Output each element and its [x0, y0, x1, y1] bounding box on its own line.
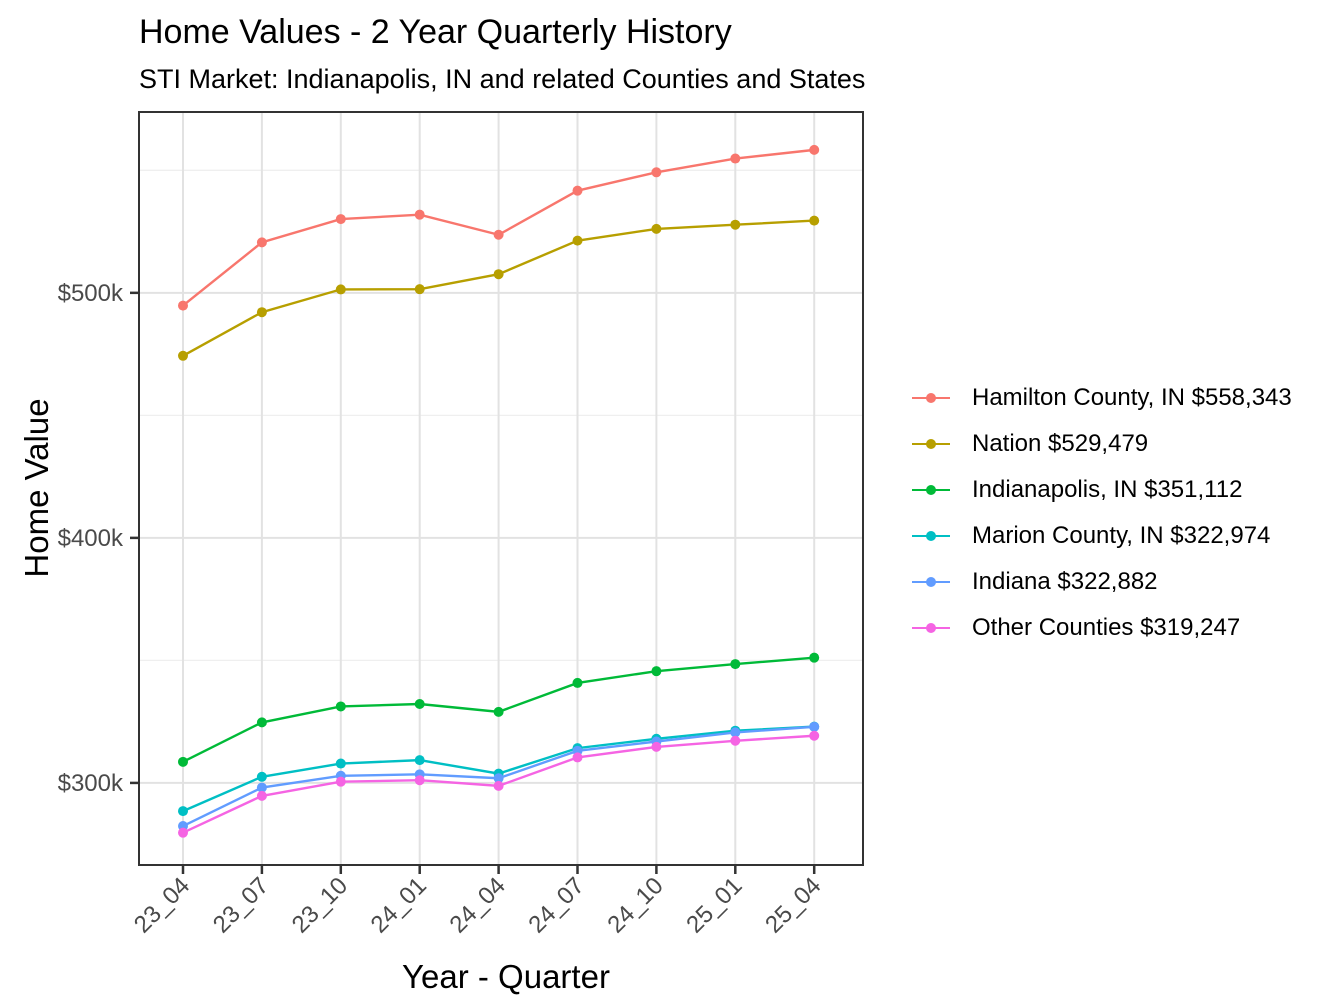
panel-border	[138, 111, 864, 866]
x-tick-label: 25_04	[760, 872, 826, 938]
series-point	[335, 758, 346, 769]
series-point	[493, 229, 504, 240]
legend-key-icon	[912, 437, 950, 451]
y-tick-label: $500k	[58, 280, 124, 307]
legend-key-icon	[912, 621, 950, 635]
series-point	[651, 167, 662, 178]
legend-item: Marion County, IN $322,974	[912, 513, 1292, 559]
x-tick-label: 25_01	[681, 872, 747, 938]
legend-label: Hamilton County, IN $558,343	[972, 384, 1292, 411]
y-tick-label: $400k	[58, 525, 124, 552]
series-point	[809, 144, 820, 155]
series-point	[335, 776, 346, 787]
series-point	[572, 677, 583, 688]
panel-background	[139, 112, 863, 865]
series-point	[809, 721, 820, 732]
series-point	[572, 235, 583, 246]
series-point	[809, 730, 820, 741]
x-tick-label: 24_10	[602, 872, 668, 938]
series-point	[730, 727, 741, 738]
x-tick-label: 23_07	[208, 872, 274, 938]
legend-key-icon	[912, 483, 950, 497]
series-point	[809, 215, 820, 226]
series-point	[809, 652, 820, 663]
x-axis-title: Year - Quarter	[402, 958, 610, 995]
series-point	[414, 699, 425, 710]
series-point	[335, 214, 346, 225]
x-tick-label: 23_04	[129, 872, 195, 938]
series-point	[651, 741, 662, 752]
legend-key-icon	[912, 391, 950, 405]
series-point	[178, 350, 188, 361]
series-point	[730, 659, 741, 670]
y-tick-label: $300k	[58, 770, 124, 797]
series-point	[256, 790, 267, 801]
x-tick-label: 24_07	[523, 872, 589, 938]
legend: Hamilton County, IN $558,343 Nation $529…	[912, 375, 1292, 651]
legend-item: Nation $529,479	[912, 421, 1292, 467]
legend-label: Indiana $322,882	[972, 568, 1158, 595]
series-point	[414, 284, 425, 295]
series-point	[256, 782, 267, 793]
series-point	[572, 752, 583, 763]
series-point	[335, 701, 346, 712]
series-point	[572, 185, 583, 196]
chart-title: Home Values - 2 Year Quarterly History	[139, 13, 732, 51]
legend-item: Other Counties $319,247	[912, 605, 1292, 651]
series-point	[178, 827, 188, 838]
series-point	[493, 269, 504, 280]
series-point	[493, 706, 504, 717]
series-point	[256, 771, 267, 782]
series-point	[256, 717, 267, 728]
series-point	[651, 666, 662, 677]
legend-key-icon	[912, 529, 950, 543]
series-point	[414, 775, 425, 786]
series-point	[256, 237, 267, 248]
series-point	[730, 153, 741, 164]
legend-key-icon	[912, 575, 950, 589]
legend-label: Nation $529,479	[972, 430, 1149, 457]
series-point	[256, 307, 267, 318]
series-point	[178, 756, 188, 767]
legend-label: Marion County, IN $322,974	[972, 522, 1271, 549]
legend-label: Indianapolis, IN $351,112	[972, 476, 1243, 503]
series-point	[493, 773, 504, 784]
series-point	[414, 755, 425, 766]
x-tick-label: 23_10	[287, 872, 353, 938]
legend-item: Hamilton County, IN $558,343	[912, 375, 1292, 421]
series-point	[493, 780, 504, 791]
series-point	[414, 209, 425, 220]
series-point	[730, 219, 741, 230]
x-tick-label: 24_01	[366, 872, 432, 938]
series-point	[178, 806, 188, 817]
legend-item: Indiana $322,882	[912, 559, 1292, 605]
series-point	[730, 735, 741, 746]
legend-label: Other Counties $319,247	[972, 614, 1241, 641]
chart-subtitle: STI Market: Indianapolis, IN and related…	[139, 64, 866, 94]
legend-item: Indianapolis, IN $351,112	[912, 467, 1292, 513]
series-point	[335, 284, 346, 295]
series-point	[178, 300, 188, 311]
series-point	[651, 223, 662, 234]
x-tick-label: 24_04	[445, 872, 511, 938]
